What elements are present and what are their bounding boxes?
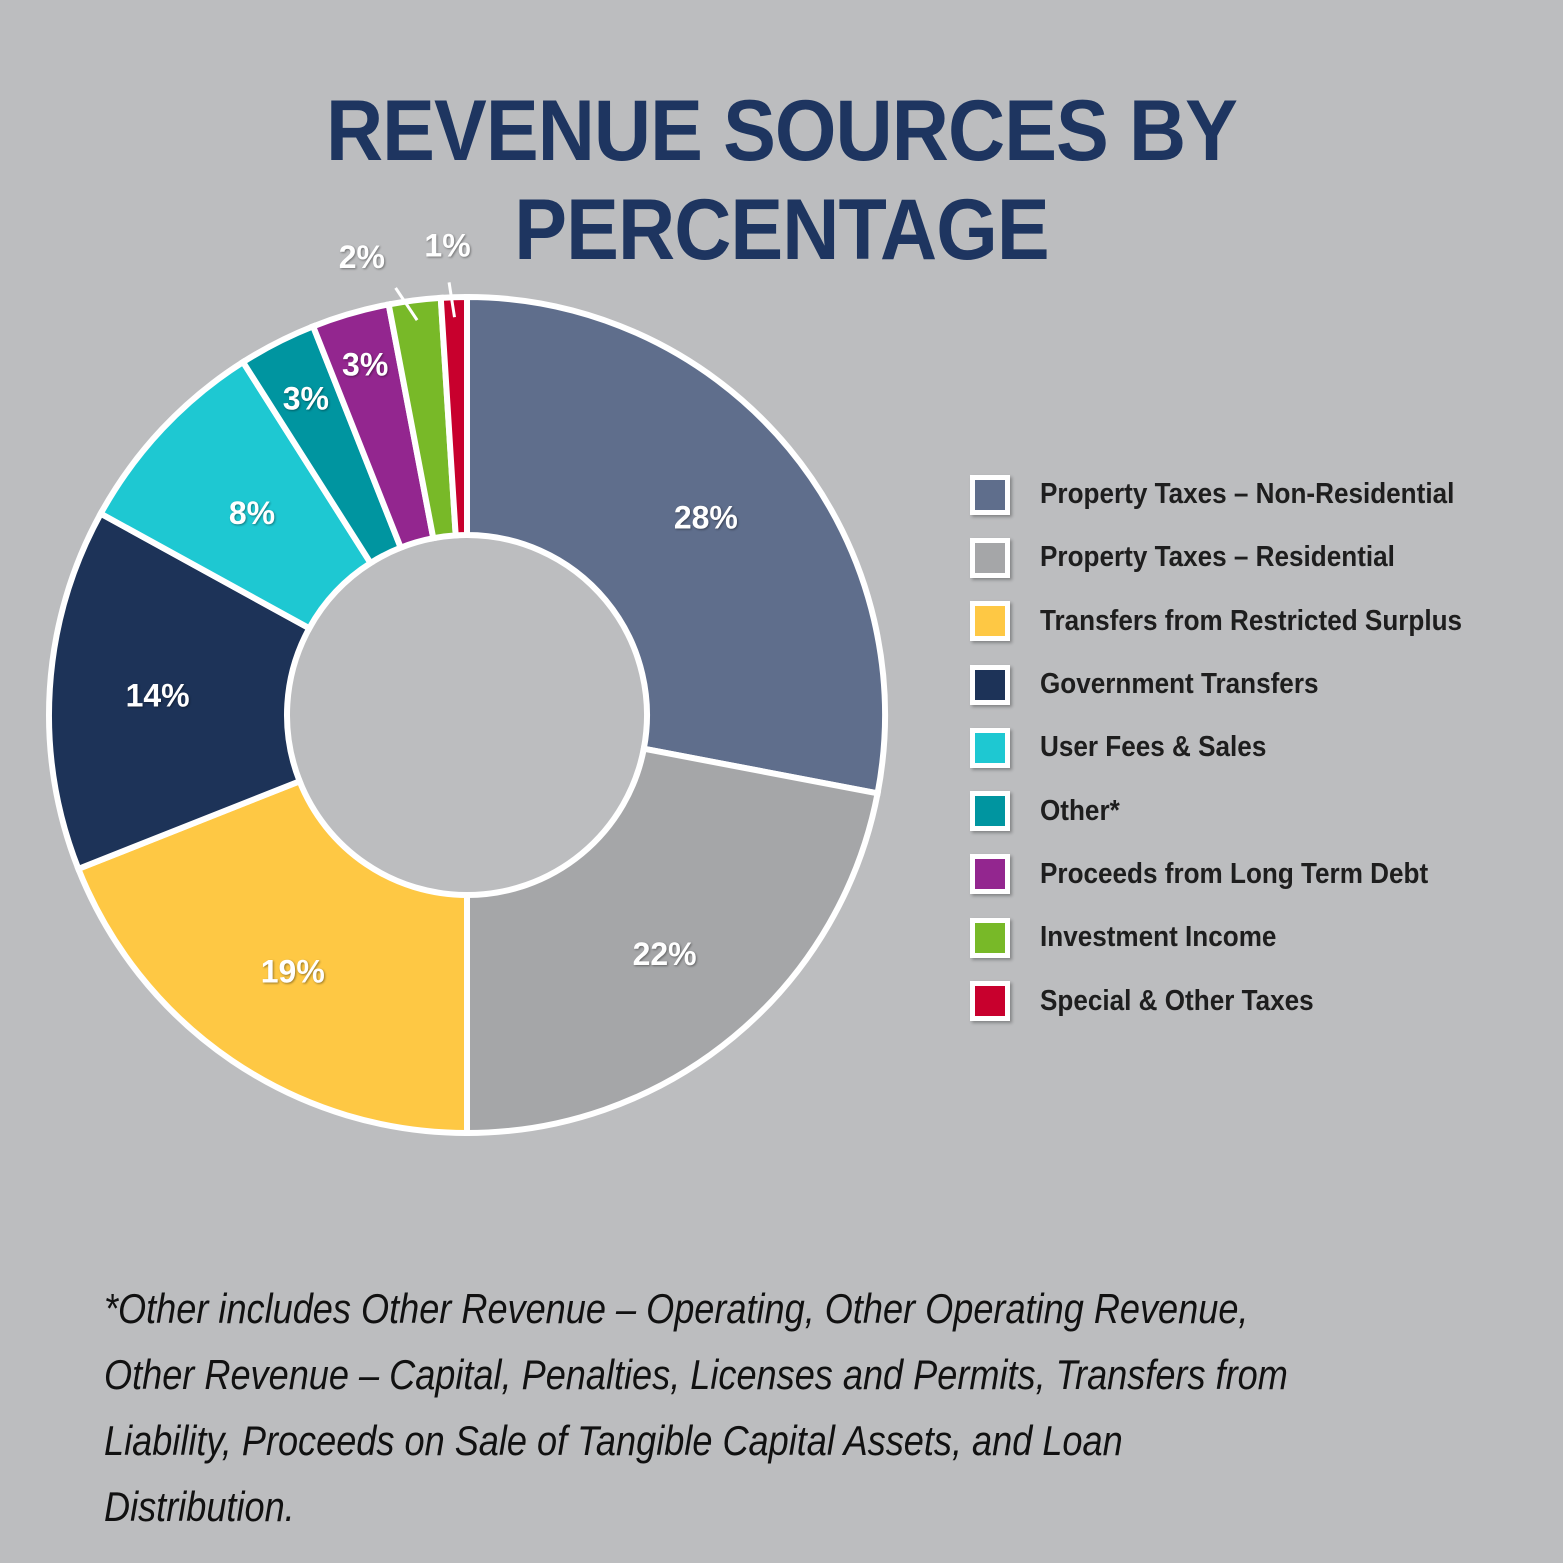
legend-swatch: [970, 727, 1010, 768]
slice-2: [74, 777, 470, 1137]
data-label-7: 2%: [339, 239, 385, 275]
legend-item: Transfers from Restricted Surplus: [970, 590, 1509, 653]
legend-swatch: [970, 981, 1010, 1022]
legend-label: Other*: [1040, 794, 1120, 827]
legend-label: Proceeds from Long Term Debt: [1040, 857, 1429, 890]
legend-label: Special & Other Taxes: [1040, 984, 1314, 1017]
legend-swatch: [970, 664, 1010, 705]
legend-label: Investment Income: [1040, 921, 1277, 954]
legend-item: Property Taxes – Residential: [970, 526, 1509, 589]
legend-item: Property Taxes – Non-Residential: [970, 463, 1509, 526]
legend-label: Property Taxes – Residential: [1040, 541, 1395, 574]
leader-line-8: [447, 282, 456, 318]
data-label-5: 3%: [283, 381, 329, 417]
slice-0: [464, 293, 888, 797]
slice-8: [437, 293, 470, 539]
leader-line-7: [394, 287, 419, 321]
slice-3: [46, 509, 314, 873]
data-label-3: 14%: [126, 678, 190, 714]
legend-swatch: [970, 474, 1010, 515]
chart-title: REVENUE SOURCES BY PERCENTAGE: [325, 83, 1238, 278]
data-label-4: 8%: [229, 495, 275, 531]
legend-swatch: [970, 854, 1010, 895]
slice-1: [464, 745, 882, 1137]
legend-swatch: [970, 601, 1010, 642]
legend-swatch: [970, 537, 1010, 578]
data-label-6: 3%: [342, 346, 388, 382]
legend-item: Government Transfers: [970, 653, 1509, 716]
legend: Property Taxes – Non-Residential Property…: [970, 463, 1509, 1033]
data-label-0: 28%: [674, 499, 738, 535]
data-label-1: 22%: [633, 936, 697, 972]
legend-item: User Fees & Sales: [970, 716, 1509, 779]
legend-label: Government Transfers: [1040, 668, 1319, 701]
legend-item: Investment Income: [970, 906, 1509, 969]
legend-item: Other*: [970, 779, 1509, 842]
legend-label: Transfers from Restricted Surplus: [1040, 604, 1463, 637]
legend-item: Special & Other Taxes: [970, 969, 1509, 1032]
legend-label: Property Taxes – Non-Residential: [1040, 478, 1455, 511]
footnote: *Other includes Other Revenue – Operatin…: [104, 1285, 1288, 1530]
legend-item: Proceeds from Long Term Debt: [970, 843, 1509, 906]
legend-label: User Fees & Sales: [1040, 731, 1267, 764]
data-label-8: 1%: [424, 227, 470, 263]
data-label-2: 19%: [261, 953, 325, 989]
legend-swatch: [970, 917, 1010, 958]
legend-swatch: [970, 791, 1010, 832]
